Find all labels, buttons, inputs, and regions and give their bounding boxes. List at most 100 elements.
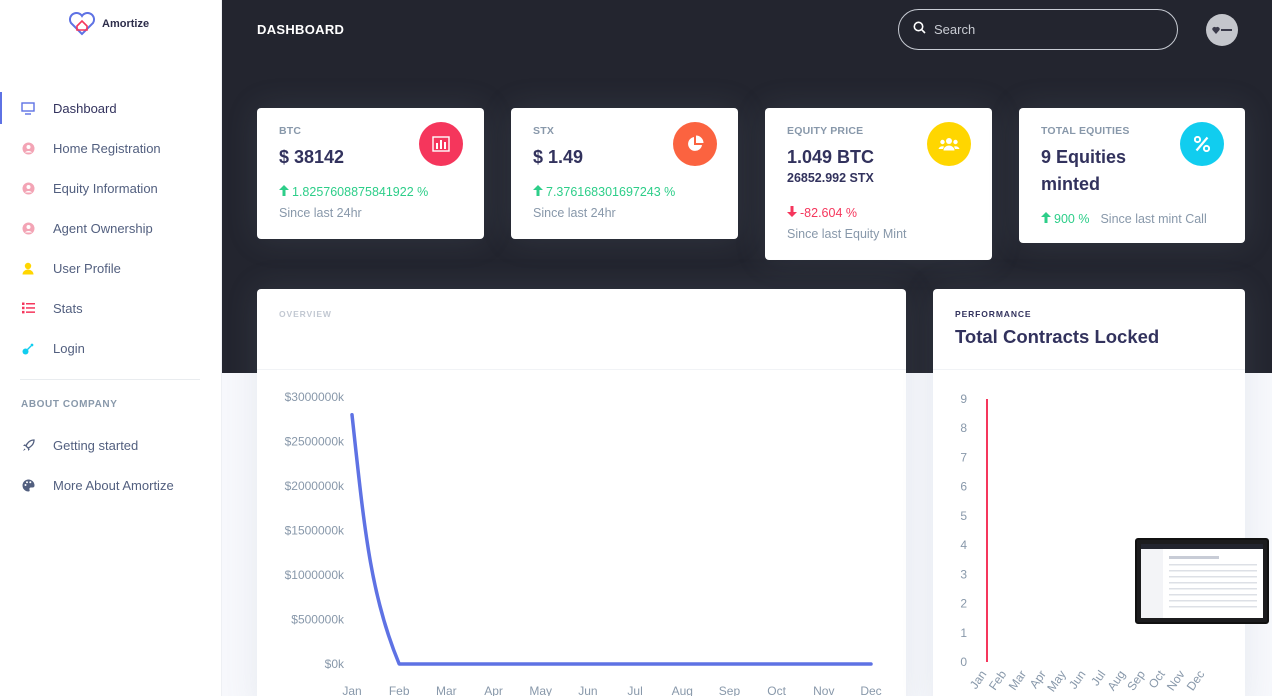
sidebar-item-user-profile[interactable]: User Profile: [0, 248, 222, 288]
y-tick-label: $500000k: [291, 613, 345, 627]
bar-chart-icon: [419, 122, 463, 166]
performance-panel: PERFORMANCE Total Contracts Locked 0 1 2 3 4…: [933, 289, 1245, 696]
search-box[interactable]: [898, 9, 1178, 50]
card-since: Since last mint Call: [1100, 212, 1207, 226]
arrow-down-icon: [787, 206, 797, 220]
card-since: Since last 24hr: [279, 206, 362, 220]
x-tick-label: Feb: [389, 684, 410, 696]
window-preview-content: [1141, 544, 1263, 618]
card-change: 1.8257608875841922 %: [279, 185, 428, 199]
window-preview-thumbnail[interactable]: [1135, 538, 1269, 624]
user-circle-icon: [20, 180, 36, 196]
key-icon: [20, 340, 36, 356]
stat-card-total-equities: TOTAL EQUITIES 9 Equities minted 900 % S…: [1019, 108, 1245, 243]
x-tick-label: Sep: [1124, 667, 1148, 693]
y-tick-label: 1: [960, 626, 967, 640]
users-icon: [927, 122, 971, 166]
y-tick-label: $2500000k: [285, 435, 345, 449]
y-tick-label: 4: [960, 538, 967, 552]
card-label: TOTAL EQUITIES: [1041, 125, 1130, 137]
sidebar-item-equity-information[interactable]: Equity Information: [0, 168, 222, 208]
x-tick-label: Nov: [813, 684, 834, 696]
sidebar-item-agent-ownership[interactable]: Agent Ownership: [0, 208, 222, 248]
monitor-icon: [20, 100, 36, 116]
performance-overline: PERFORMANCE: [955, 309, 1032, 319]
arrow-up-icon: [533, 185, 543, 199]
x-tick-label: May: [529, 684, 552, 696]
sidebar-item-stats[interactable]: Stats: [0, 288, 222, 328]
y-tick-label: $0k: [325, 657, 345, 671]
y-tick-label: $3000000k: [285, 390, 345, 404]
x-tick-label: Oct: [767, 684, 786, 696]
x-tick-label: Sep: [719, 684, 741, 696]
performance-panel-header: PERFORMANCE Total Contracts Locked: [933, 289, 1245, 370]
user-circle-icon: [20, 140, 36, 156]
card-change-value: -82.604 %: [800, 206, 857, 220]
sidebar-about-nav: Getting started More About Amortize: [0, 425, 222, 505]
x-tick-label: Aug: [672, 684, 693, 696]
sidebar-item-label: Agent Ownership: [53, 220, 153, 236]
card-change-value: 7.376168301697243 %: [546, 185, 676, 199]
sidebar-item-label: Stats: [53, 300, 83, 316]
x-tick-label: Jan: [967, 668, 990, 692]
sidebar-section-heading: ABOUT COMPANY: [21, 399, 118, 410]
sidebar-item-label: Getting started: [53, 437, 139, 453]
sidebar-item-getting-started[interactable]: Getting started: [0, 425, 222, 465]
overview-overline: OVERVIEW: [279, 309, 332, 319]
x-tick-label: Jun: [1066, 668, 1089, 692]
card-change-value: 900 %: [1054, 212, 1090, 226]
sidebar-item-more-about-amortize[interactable]: More About Amortize: [0, 465, 222, 505]
sidebar-item-label: Login: [53, 340, 85, 356]
sidebar-item-home-registration[interactable]: Home Registration: [0, 128, 222, 168]
stat-card-stx: STX $ 1.49 7.376168301697243 % Since las…: [511, 108, 738, 239]
palette-icon: [20, 477, 36, 493]
y-tick-label: 9: [960, 392, 967, 406]
y-tick-label: $2000000k: [285, 479, 345, 493]
y-tick-label: 0: [960, 655, 967, 669]
heart-house-icon: [68, 12, 96, 36]
card-value: $ 38142: [279, 147, 345, 167]
bar: [986, 399, 988, 662]
x-tick-label: Dec: [1184, 668, 1208, 694]
sidebar-item-dashboard[interactable]: Dashboard: [0, 88, 222, 128]
avatar-logo-icon: [1212, 26, 1232, 34]
y-tick-label: 6: [960, 480, 967, 494]
sidebar-divider: [20, 379, 200, 380]
x-tick-label: Mar: [436, 684, 457, 696]
y-tick-label: $1000000k: [285, 568, 345, 582]
card-change: 7.376168301697243 %: [533, 185, 675, 199]
sidebar-item-login[interactable]: Login: [0, 328, 222, 368]
sidebar-item-label: More About Amortize: [53, 477, 174, 493]
y-tick-label: 5: [960, 509, 967, 523]
sidebar-nav: Dashboard Home Registration Equity Infor…: [0, 88, 222, 368]
y-tick-label: $1500000k: [285, 524, 345, 538]
card-change-value: 1.8257608875841922 %: [292, 185, 429, 199]
sidebar-item-label: User Profile: [53, 260, 121, 276]
sidebar: Amortize Dashboard Home Registration Equ…: [0, 0, 222, 696]
page-title: DASHBOARD: [257, 22, 345, 37]
card-value-line: 9 Equities: [1041, 147, 1127, 167]
y-tick-label: 8: [960, 421, 967, 435]
series-line: [350, 413, 873, 666]
rocket-icon: [20, 437, 36, 453]
brand-logo[interactable]: Amortize: [68, 10, 149, 38]
card-change: -82.604 %: [787, 206, 857, 220]
single-user-icon: [20, 260, 36, 276]
y-tick-label: 3: [960, 567, 967, 581]
user-avatar[interactable]: [1206, 14, 1238, 46]
x-tick-label: Dec: [860, 684, 881, 696]
x-tick-label: May: [1044, 668, 1068, 695]
x-tick-label: Jan: [342, 684, 361, 696]
card-change: 900 % Since last mint Call: [1041, 212, 1207, 226]
overview-line-chart: $0k $500000k $1000000k $1500000k $2000000k $2…: [285, 390, 882, 696]
card-label: STX: [533, 125, 555, 137]
stat-card-equity-price: EQUITY PRICE 1.049 BTC 26852.992 STX -82…: [765, 108, 992, 260]
overview-panel: OVERVIEW $0k $500000k $1000000k $1500000k $2…: [257, 289, 906, 696]
x-tick-label: Feb: [986, 667, 1010, 692]
search-input[interactable]: [934, 22, 1154, 37]
y-tick-label: 7: [960, 450, 967, 464]
card-value-line: minted: [1041, 174, 1101, 194]
card-since: Since last Equity Mint: [787, 227, 907, 241]
brand-name: Amortize: [102, 18, 150, 30]
